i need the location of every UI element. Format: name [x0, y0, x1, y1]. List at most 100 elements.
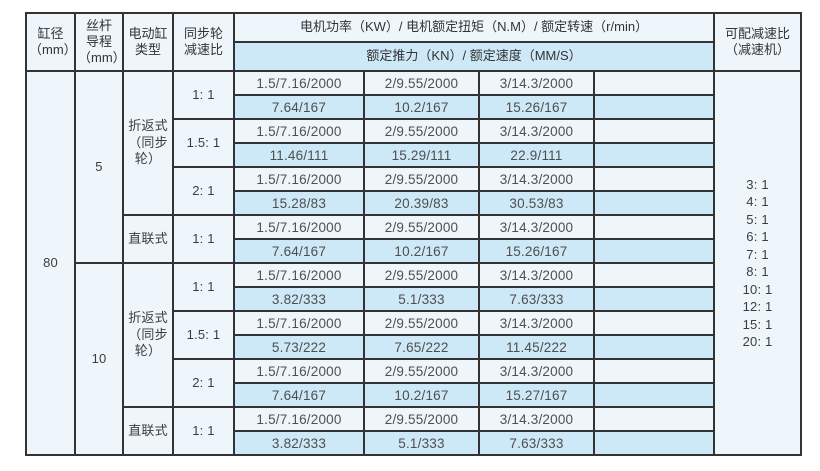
spec-cell: 3/14.3/2000	[478, 214, 595, 240]
spec-cell-empty	[592, 430, 716, 456]
type-cell: 直联式	[122, 406, 174, 456]
table-row: 3.82/333 5.1/333 7.63/333	[26, 286, 801, 312]
spec-cell: 20.39/83	[363, 190, 480, 216]
spec-cell: 1.5/7.16/2000	[233, 70, 365, 96]
spec-cell: 15.26/167	[478, 94, 595, 120]
spec-cell: 5.73/222	[233, 334, 365, 360]
spec-cell: 2/9.55/2000	[363, 262, 480, 288]
spec-cell: 22.9/111	[478, 142, 595, 168]
spec-cell-empty	[592, 310, 716, 336]
spec-cell: 15.26/167	[478, 238, 595, 264]
spec-cell-empty	[592, 358, 716, 384]
spec-cell: 3/14.3/2000	[478, 118, 595, 144]
spec-cell-empty	[592, 238, 716, 264]
header-motor-spec: 电机功率（KW）/ 电机额定扭矩（N.M）/ 额定转速（r/min）	[232, 12, 716, 43]
table-row: 7.64/167 10.2/167 15.26/167	[26, 238, 801, 264]
type-cell: 折返式 （同步 轮）	[122, 262, 174, 408]
header-lead: 丝杆 导程 （mm）	[74, 12, 124, 72]
ratio-cell: 1: 1	[172, 70, 235, 120]
spec-cell: 10.2/167	[363, 94, 480, 120]
header-gearbox: 可配减速比 （减速机）	[713, 12, 803, 72]
table-row: 5.73/222 7.65/222 11.45/222	[26, 334, 801, 360]
ratio-cell: 1.5: 1	[172, 118, 235, 168]
lead-cell: 5	[74, 70, 124, 264]
spec-cell: 1.5/7.16/2000	[233, 310, 365, 336]
spec-cell: 7.65/222	[363, 334, 480, 360]
spec-cell: 3/14.3/2000	[478, 262, 595, 288]
table-row: 1.5: 1 1.5/7.16/2000 2/9.55/2000 3/14.3/…	[26, 310, 801, 360]
spec-cell-empty	[592, 118, 716, 144]
spec-cell: 30.53/83	[478, 190, 595, 216]
spec-cell: 1.5/7.16/2000	[233, 214, 365, 240]
spec-cell: 2/9.55/2000	[363, 118, 480, 144]
header-sync-ratio: 同步轮 减速比	[172, 12, 235, 72]
spec-cell: 3/14.3/2000	[478, 166, 595, 192]
table-row: 7.64/167 10.2/167 15.26/167	[26, 94, 801, 120]
table-row: 2: 1 1.5/7.16/2000 2/9.55/2000 3/14.3/20…	[26, 358, 801, 408]
spec-cell: 3/14.3/2000	[478, 310, 595, 336]
spec-cell: 3/14.3/2000	[478, 358, 595, 384]
spec-cell: 1.5/7.16/2000	[233, 118, 365, 144]
table-row: 1.5: 1 1.5/7.16/2000 2/9.55/2000 3/14.3/…	[26, 118, 801, 168]
spec-cell: 2/9.55/2000	[363, 70, 480, 96]
spec-cell: 7.63/333	[478, 286, 595, 312]
type-cell: 折返式 （同步 轮）	[122, 70, 174, 216]
spec-cell: 15.29/111	[363, 142, 480, 168]
bore-cell: 80	[25, 70, 76, 456]
header-bore: 缸径 （mm）	[25, 12, 76, 72]
header-rated-spec: 额定推力（KN）/ 额定速度（MM/S）	[232, 41, 716, 72]
spec-cell: 2/9.55/2000	[363, 310, 480, 336]
table-row: 直联式 1: 1 1.5/7.16/2000 2/9.55/2000 3/14.…	[26, 214, 801, 264]
table-row: 7.64/167 10.2/167 15.27/167	[26, 382, 801, 408]
ratio-cell: 1: 1	[172, 262, 235, 312]
spec-cell: 7.64/167	[233, 382, 365, 408]
spec-cell: 1.5/7.16/2000	[233, 166, 365, 192]
lead-cell: 10	[74, 262, 124, 456]
spec-cell: 1.5/7.16/2000	[233, 406, 365, 432]
spec-cell: 2/9.55/2000	[363, 358, 480, 384]
ratio-cell: 2: 1	[172, 166, 235, 216]
spec-cell: 2/9.55/2000	[363, 406, 480, 432]
spec-cell: 7.64/167	[233, 94, 365, 120]
type-cell: 直联式	[122, 214, 174, 264]
spec-cell-empty	[592, 406, 716, 432]
spec-cell: 15.28/83	[233, 190, 365, 216]
table-row: 15.28/83 20.39/83 30.53/83	[26, 190, 801, 216]
spec-cell: 11.45/222	[478, 334, 595, 360]
spec-cell: 2/9.55/2000	[363, 214, 480, 240]
spec-cell-empty	[592, 334, 716, 360]
table-row: 10 折返式 （同步 轮） 1: 1 1.5/7.16/2000 2/9.55/…	[26, 262, 801, 456]
spec-cell: 7.64/167	[233, 238, 365, 264]
spec-cell-empty	[592, 286, 716, 312]
ratio-cell: 1: 1	[172, 214, 235, 264]
spec-cell: 5.1/333	[363, 286, 480, 312]
spec-cell-empty	[592, 94, 716, 120]
header-row-1: 缸径 （mm） 丝杆 导程 （mm） 电动缸 类型 同步轮 减速比 电机功率（K…	[25, 12, 803, 72]
spec-cell: 3.82/333	[233, 286, 365, 312]
spec-cell-empty	[592, 214, 716, 240]
ratio-cell: 2: 1	[172, 358, 235, 408]
spec-cell: 3/14.3/2000	[478, 70, 595, 96]
spec-cell: 5.1/333	[363, 430, 480, 456]
table-row: 11.46/111 15.29/111 22.9/111	[26, 142, 801, 168]
spec-cell: 15.27/167	[478, 382, 595, 408]
ratio-cell: 1: 1	[172, 406, 235, 456]
table-row: 直联式 1: 1 1.5/7.16/2000 2/9.55/2000 3/14.…	[26, 406, 801, 456]
spec-cell-empty	[592, 190, 716, 216]
header-row-2: 额定推力（KN）/ 额定速度（MM/S）	[26, 41, 801, 72]
spec-cell-empty	[592, 166, 716, 192]
spec-cell-empty	[592, 262, 716, 288]
spec-cell: 10.2/167	[363, 382, 480, 408]
spec-cell: 11.46/111	[233, 142, 365, 168]
spec-cell: 7.63/333	[478, 430, 595, 456]
table-row: 2: 1 1.5/7.16/2000 2/9.55/2000 3/14.3/20…	[26, 166, 801, 216]
spec-cell: 10.2/167	[363, 238, 480, 264]
ratio-cell: 1.5: 1	[172, 310, 235, 360]
spec-cell-empty	[592, 142, 716, 168]
spec-cell-empty	[592, 382, 716, 408]
table-row: 3.82/333 5.1/333 7.63/333	[26, 430, 801, 456]
spec-cell-empty	[592, 70, 716, 96]
table-row: 80 5 折返式 （同步 轮） 1: 1 1.5/7.16/2000 2/9.5…	[25, 70, 803, 456]
